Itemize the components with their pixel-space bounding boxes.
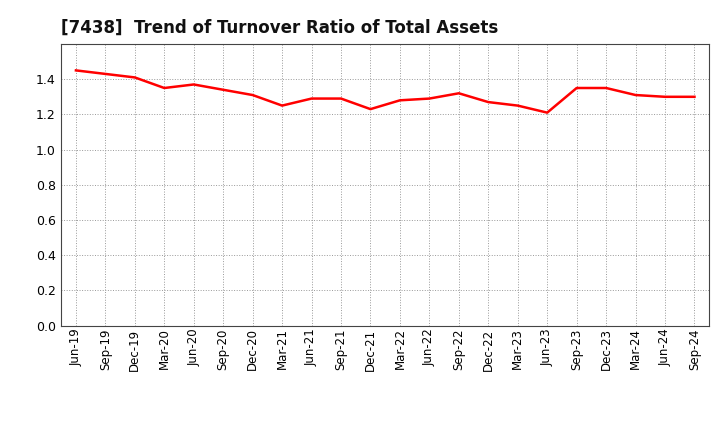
Text: [7438]  Trend of Turnover Ratio of Total Assets: [7438] Trend of Turnover Ratio of Total … [61,19,498,37]
